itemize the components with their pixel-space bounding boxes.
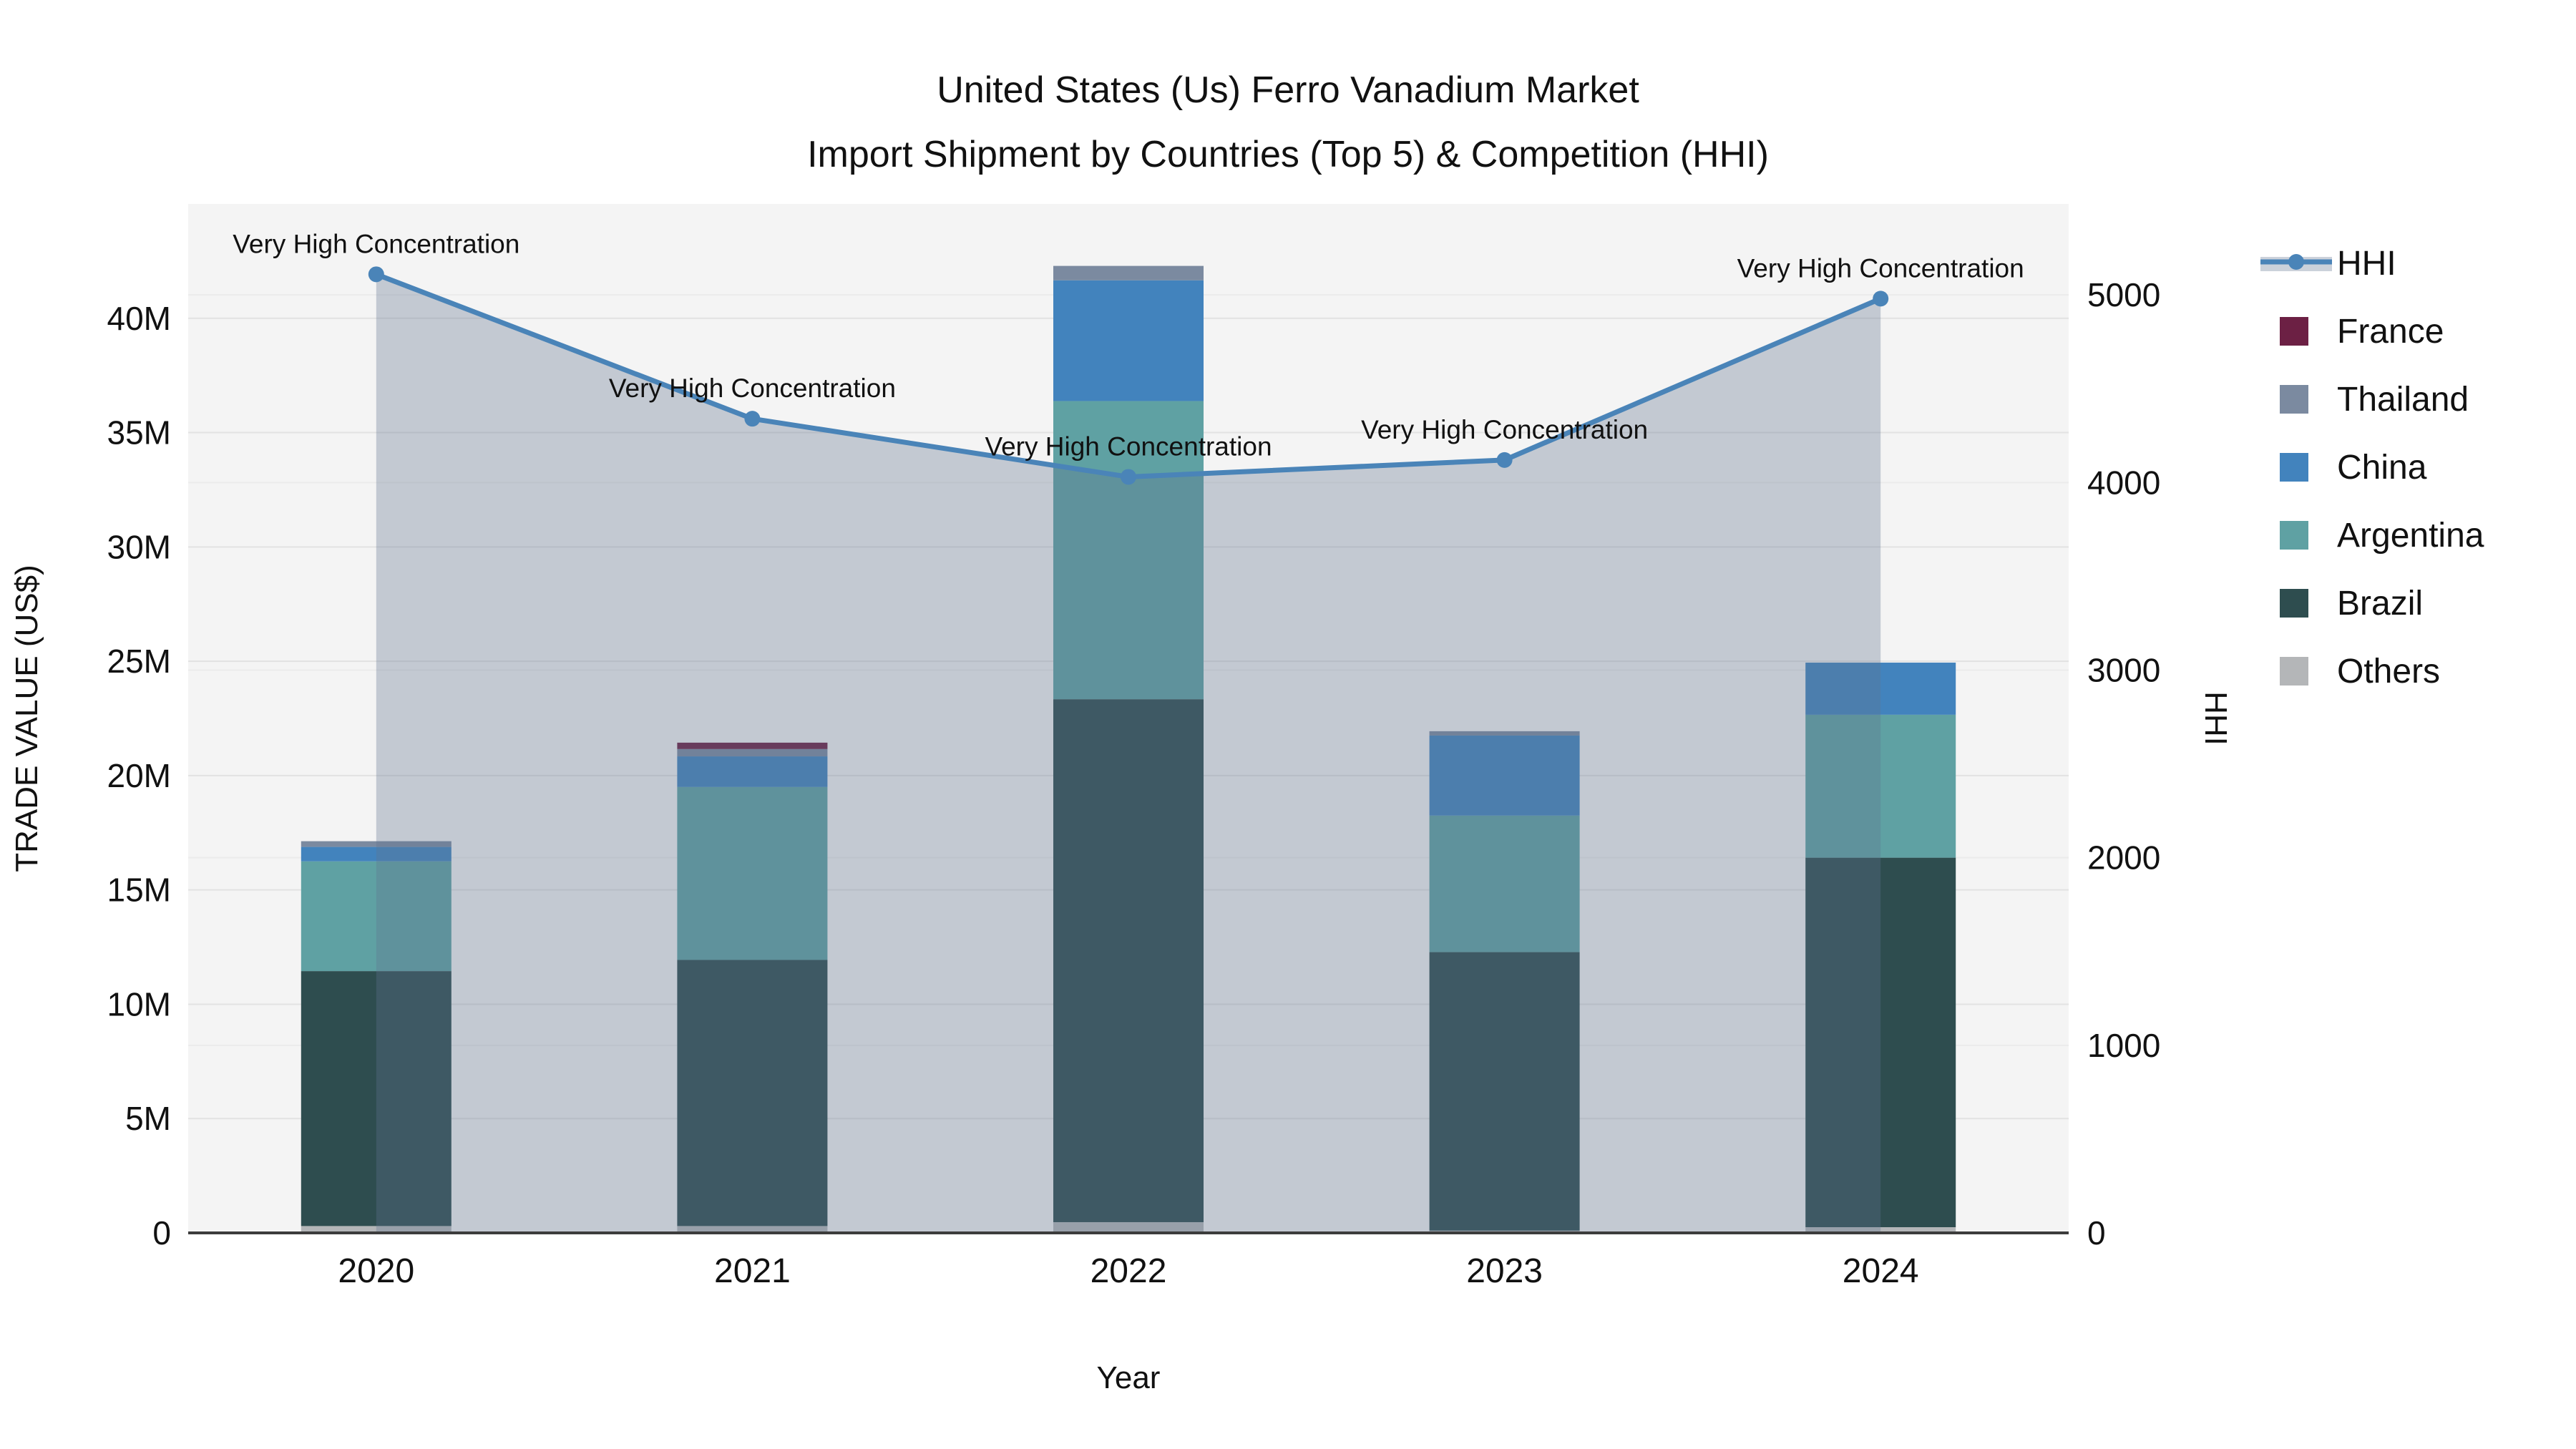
y-left-tick-25M: 25M <box>107 643 171 680</box>
bar-segment-argentina-2022[interactable] <box>1053 401 1204 700</box>
legend-label-france: France <box>2337 313 2444 351</box>
y-left-tick-10M: 10M <box>107 985 171 1023</box>
bar-segment-china-2020[interactable] <box>301 847 452 862</box>
hhi-marker-2022[interactable] <box>1121 469 1136 485</box>
legend-item-france[interactable]: France <box>2280 313 2444 351</box>
y-left-tick-40M: 40M <box>107 300 171 337</box>
x-tick-2020: 2020 <box>338 1252 414 1290</box>
y-right-tick-0: 0 <box>2087 1214 2106 1252</box>
legend-item-thailand[interactable]: Thailand <box>2280 381 2469 419</box>
annotation-2020: Very High Concentration <box>233 229 519 258</box>
y-left-tick-30M: 30M <box>107 528 171 565</box>
bar-segment-brazil-2020[interactable] <box>301 971 452 1226</box>
legend-swatch-brazil <box>2280 589 2308 618</box>
bar-segment-others-2022[interactable] <box>1053 1221 1204 1233</box>
bar-segment-argentina-2020[interactable] <box>301 861 452 972</box>
hhi-marker-2023[interactable] <box>1496 452 1513 468</box>
legend-item-argentina[interactable]: Argentina <box>2280 517 2484 555</box>
legend-label-argentina: Argentina <box>2337 517 2484 555</box>
x-tick-2021: 2021 <box>714 1252 791 1290</box>
bar-segment-brazil-2021[interactable] <box>677 960 828 1226</box>
y-right-tick-4000: 4000 <box>2087 464 2160 501</box>
y-right-tick-5000: 5000 <box>2087 276 2160 313</box>
bar-segment-china-2024[interactable] <box>1805 663 1956 715</box>
y-right-tick-2000: 2000 <box>2087 839 2160 877</box>
x-tick-2024: 2024 <box>1843 1252 1919 1290</box>
bar-segment-china-2021[interactable] <box>677 756 828 787</box>
y-left-tick-5M: 5M <box>125 1100 171 1137</box>
legend-label-china: China <box>2337 449 2427 487</box>
x-tick-2022: 2022 <box>1091 1252 1167 1290</box>
chart-title-line2: Import Shipment by Countries (Top 5) & C… <box>807 134 1769 175</box>
legend-label-hhi: HHI <box>2337 245 2396 283</box>
legend-item-brazil[interactable]: Brazil <box>2280 585 2423 623</box>
hhi-marker-2020[interactable] <box>368 266 384 283</box>
bar-segment-argentina-2021[interactable] <box>677 786 828 960</box>
legend-label-brazil: Brazil <box>2337 585 2423 623</box>
y-left-tick-15M: 15M <box>107 872 171 909</box>
legend-item-china[interactable]: China <box>2280 449 2427 487</box>
y-left-tick-35M: 35M <box>107 414 171 452</box>
bar-segment-argentina-2024[interactable] <box>1805 714 1956 858</box>
bar-segment-argentina-2023[interactable] <box>1429 815 1580 952</box>
bar-segment-thailand-2022[interactable] <box>1053 265 1204 280</box>
hhi-marker-2021[interactable] <box>744 411 761 427</box>
y-left-tick-20M: 20M <box>107 757 171 794</box>
annotation-2023: Very High Concentration <box>1361 415 1648 444</box>
y-right-tick-1000: 1000 <box>2087 1027 2160 1064</box>
bar-segment-thailand-2023[interactable] <box>1429 731 1580 736</box>
y-right-axis-title: HHI <box>2198 691 2233 746</box>
x-axis-title: Year <box>1097 1360 1161 1395</box>
legend-swatch-france <box>2280 317 2308 346</box>
bar-segment-others-2020[interactable] <box>301 1226 452 1233</box>
annotation-2021: Very High Concentration <box>609 374 896 403</box>
legend-item-others[interactable]: Others <box>2280 653 2440 691</box>
legend-swatch-thailand <box>2280 385 2308 414</box>
y-left-tick-0: 0 <box>152 1214 171 1252</box>
bar-segment-thailand-2020[interactable] <box>301 841 452 847</box>
bar-segment-brazil-2024[interactable] <box>1805 857 1956 1228</box>
bar-segment-france-2021[interactable] <box>677 742 828 749</box>
legend-swatch-china <box>2280 453 2308 482</box>
annotation-2024: Very High Concentration <box>1737 253 2024 283</box>
legend-label-others: Others <box>2337 653 2440 691</box>
legend-swatch-others <box>2280 657 2308 686</box>
bar-segment-brazil-2023[interactable] <box>1429 952 1580 1231</box>
hhi-area-fill <box>376 274 1881 1233</box>
legend-label-thailand: Thailand <box>2337 381 2469 419</box>
bar-segment-thailand-2021[interactable] <box>677 748 828 757</box>
chart-title-line1: United States (Us) Ferro Vanadium Market <box>937 69 1639 111</box>
x-tick-2023: 2023 <box>1466 1252 1543 1290</box>
bar-segment-brazil-2022[interactable] <box>1053 699 1204 1222</box>
bar-segment-others-2021[interactable] <box>677 1226 828 1233</box>
bar-segment-others-2024[interactable] <box>1805 1227 1956 1233</box>
bar-segment-china-2023[interactable] <box>1429 735 1580 816</box>
y-left-axis-title: TRADE VALUE (US$) <box>9 565 44 872</box>
bar-segment-china-2022[interactable] <box>1053 280 1204 401</box>
legend-item-hhi[interactable]: HHI <box>2260 245 2396 283</box>
annotation-2022: Very High Concentration <box>985 431 1272 461</box>
legend-swatch-argentina <box>2280 521 2308 550</box>
y-right-tick-3000: 3000 <box>2087 651 2160 688</box>
hhi-marker-2024[interactable] <box>1873 291 1889 307</box>
legend-hhi-marker-icon <box>2288 254 2304 270</box>
